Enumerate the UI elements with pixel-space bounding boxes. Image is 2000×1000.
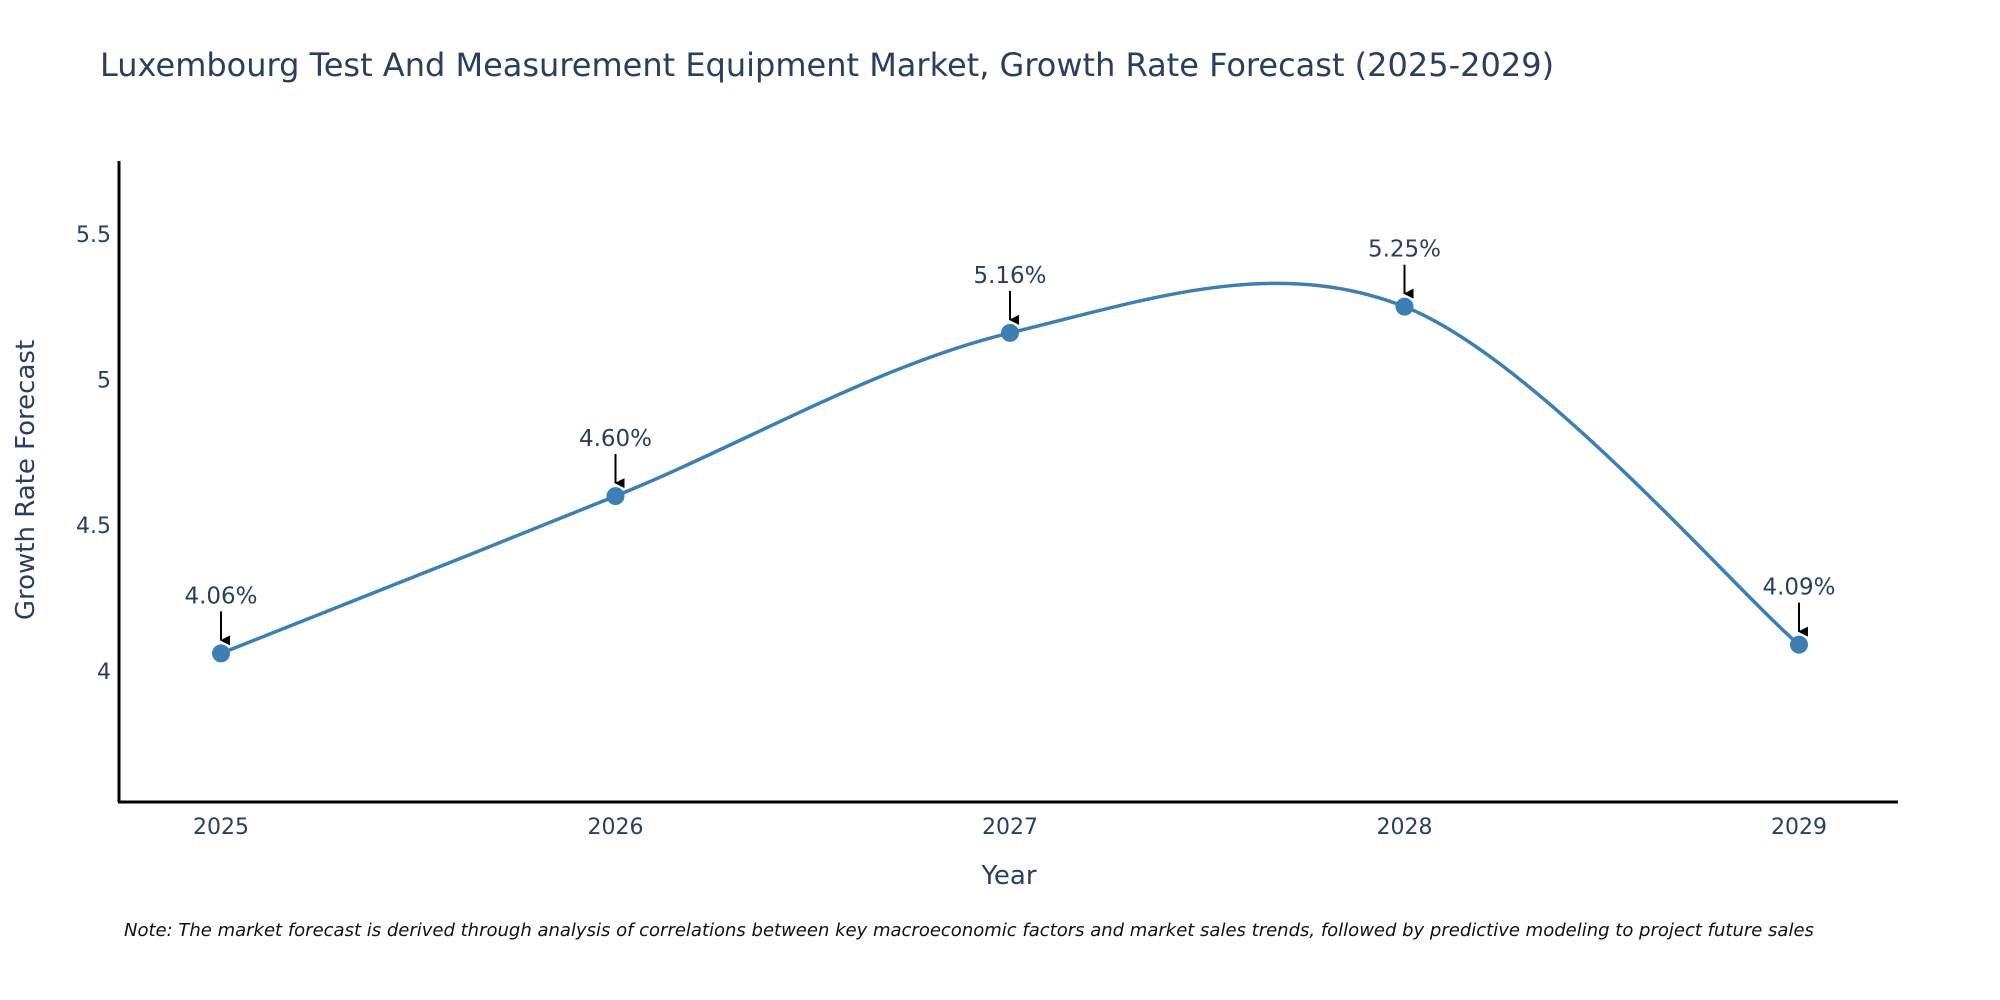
- data-point: [1790, 635, 1808, 654]
- footnote: Note: The market forecast is derived thr…: [124, 920, 1814, 941]
- data-label: 4.60%: [579, 426, 652, 452]
- chart-title: Luxembourg Test And Measurement Equipmen…: [100, 46, 1555, 84]
- y-tick-label: 5.5: [76, 223, 111, 248]
- data-point: [1001, 323, 1019, 342]
- x-tick-label: 2027: [982, 815, 1038, 840]
- x-tick-label: 2026: [588, 815, 644, 840]
- x-axis-title: Year: [980, 861, 1036, 891]
- x-tick-label: 2025: [193, 815, 249, 840]
- y-tick-label: 4: [97, 660, 111, 685]
- data-label: 5.16%: [973, 263, 1046, 289]
- y-tick-label: 4.5: [76, 514, 111, 539]
- data-point: [1395, 297, 1414, 316]
- data-point: [606, 487, 625, 506]
- data-points: [212, 297, 1808, 663]
- x-tick-label: 2029: [1771, 815, 1827, 840]
- data-label: 5.25%: [1368, 237, 1441, 263]
- y-tick-label: 5: [97, 369, 111, 394]
- x-axis-ticks: 2025 2026 2027 2028 2029: [193, 815, 1827, 840]
- series-line: [220, 281, 1801, 656]
- y-axis-title: Growth Rate Forecast: [11, 340, 41, 620]
- x-tick-label: 2028: [1377, 815, 1433, 840]
- data-annotations: 4.06% 4.60% 5.16% 5.25% 4.09%: [184, 237, 1836, 646]
- y-axis-ticks: 4 4.5 5 5.5: [76, 223, 111, 685]
- data-label: 4.09%: [1762, 575, 1835, 601]
- data-point: [212, 644, 230, 663]
- data-label: 4.06%: [184, 583, 257, 609]
